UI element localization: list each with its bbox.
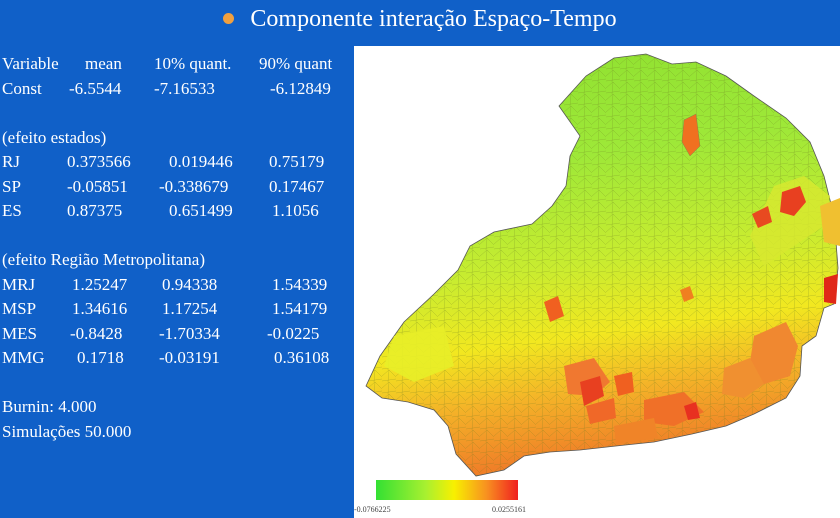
- metro-row-mmg: MMG 0.1718 -0.03191 0.36108: [2, 346, 354, 371]
- slide-title: Componente interação Espaço-Tempo: [0, 4, 840, 34]
- header-90-quant: 90% quant: [259, 54, 333, 73]
- cell-q10: -1.70334: [159, 323, 220, 343]
- choropleth-map-panel: -0.0766225 0.0255161: [354, 46, 840, 518]
- cell-q10: -0.338679: [159, 176, 229, 196]
- estados-label: (efeito estados): [2, 127, 107, 147]
- header-mean: mean: [85, 54, 122, 73]
- estados-row-rj: RJ 0.373566 0.019446 0.75179: [2, 150, 354, 175]
- cell-q90: 1.1056: [272, 201, 319, 220]
- cell-q10: 0.651499: [169, 201, 233, 220]
- cell-q10: -0.03191: [159, 348, 220, 367]
- cell-mean: -0.05851: [67, 176, 128, 196]
- estados-row-sp: SP -0.05851 -0.338679 0.17467: [2, 175, 354, 200]
- metro-row-mes: MES -0.8428 -1.70334 -0.0225: [2, 322, 354, 347]
- cell-label: SP: [2, 176, 21, 196]
- cell-q10: 0.019446: [169, 152, 233, 171]
- cell-mean: 0.87375: [67, 201, 123, 220]
- metro-row-msp: MSP 1.34616 1.17254 1.54179: [2, 297, 354, 322]
- header-10-quant: 10% quant.: [154, 54, 232, 73]
- cell-q90: 0.36108: [274, 348, 330, 367]
- cell-q90: 0.75179: [269, 152, 325, 171]
- legend-color-bar: [376, 480, 518, 500]
- legend-min-label: -0.0766225: [354, 505, 391, 514]
- bullet-icon: [223, 12, 235, 24]
- cell-label: MES: [2, 323, 37, 343]
- cell-label: ES: [2, 201, 22, 220]
- choropleth-map: [365, 53, 840, 477]
- slide-title-text: Componente interação Espaço-Tempo: [250, 6, 617, 32]
- estados-row-es: ES 0.87375 0.651499 1.1056: [2, 199, 354, 224]
- cell-mean: -0.8428: [70, 323, 123, 343]
- cell-mean: 1.34616: [72, 299, 128, 318]
- cell-label: MSP: [2, 299, 37, 318]
- const-q10: -7.16533: [154, 78, 215, 98]
- cell-mean: 0.373566: [67, 152, 131, 171]
- cell-label: RJ: [2, 152, 20, 171]
- header-variable: Variable: [2, 54, 59, 73]
- cell-q90: 0.17467: [269, 176, 325, 196]
- cell-q90: 1.54339: [272, 274, 328, 294]
- const-row: Const -6.5544 -7.16533 -6.12849: [2, 77, 354, 102]
- metro-row-mrj: MRJ 1.25247 0.94338 1.54339: [2, 273, 354, 298]
- cell-q10: 0.94338: [162, 274, 218, 294]
- cell-q90: 1.54179: [272, 299, 328, 318]
- cell-q90: -0.0225: [267, 323, 320, 343]
- const-q90: -6.12849: [270, 78, 331, 98]
- cell-label: MRJ: [2, 274, 36, 294]
- cell-mean: 1.25247: [72, 274, 128, 294]
- const-label: Const: [2, 78, 42, 98]
- header-row: Variable mean 10% quant. 90% quant: [2, 52, 354, 77]
- cell-label: MMG: [2, 348, 45, 367]
- const-mean: -6.5544: [69, 78, 122, 98]
- simulacoes-text: Simulações 50.000: [2, 421, 132, 441]
- cell-mean: 0.1718: [77, 348, 124, 367]
- metropolitana-label: (efeito Região Metropolitana): [2, 250, 205, 269]
- cell-q10: 1.17254: [162, 299, 218, 318]
- legend-max-label: 0.0255161: [492, 505, 526, 514]
- burnin-text: Burnin: 4.000: [2, 397, 97, 416]
- stats-table: Variable mean 10% quant. 90% quant Const…: [2, 52, 354, 444]
